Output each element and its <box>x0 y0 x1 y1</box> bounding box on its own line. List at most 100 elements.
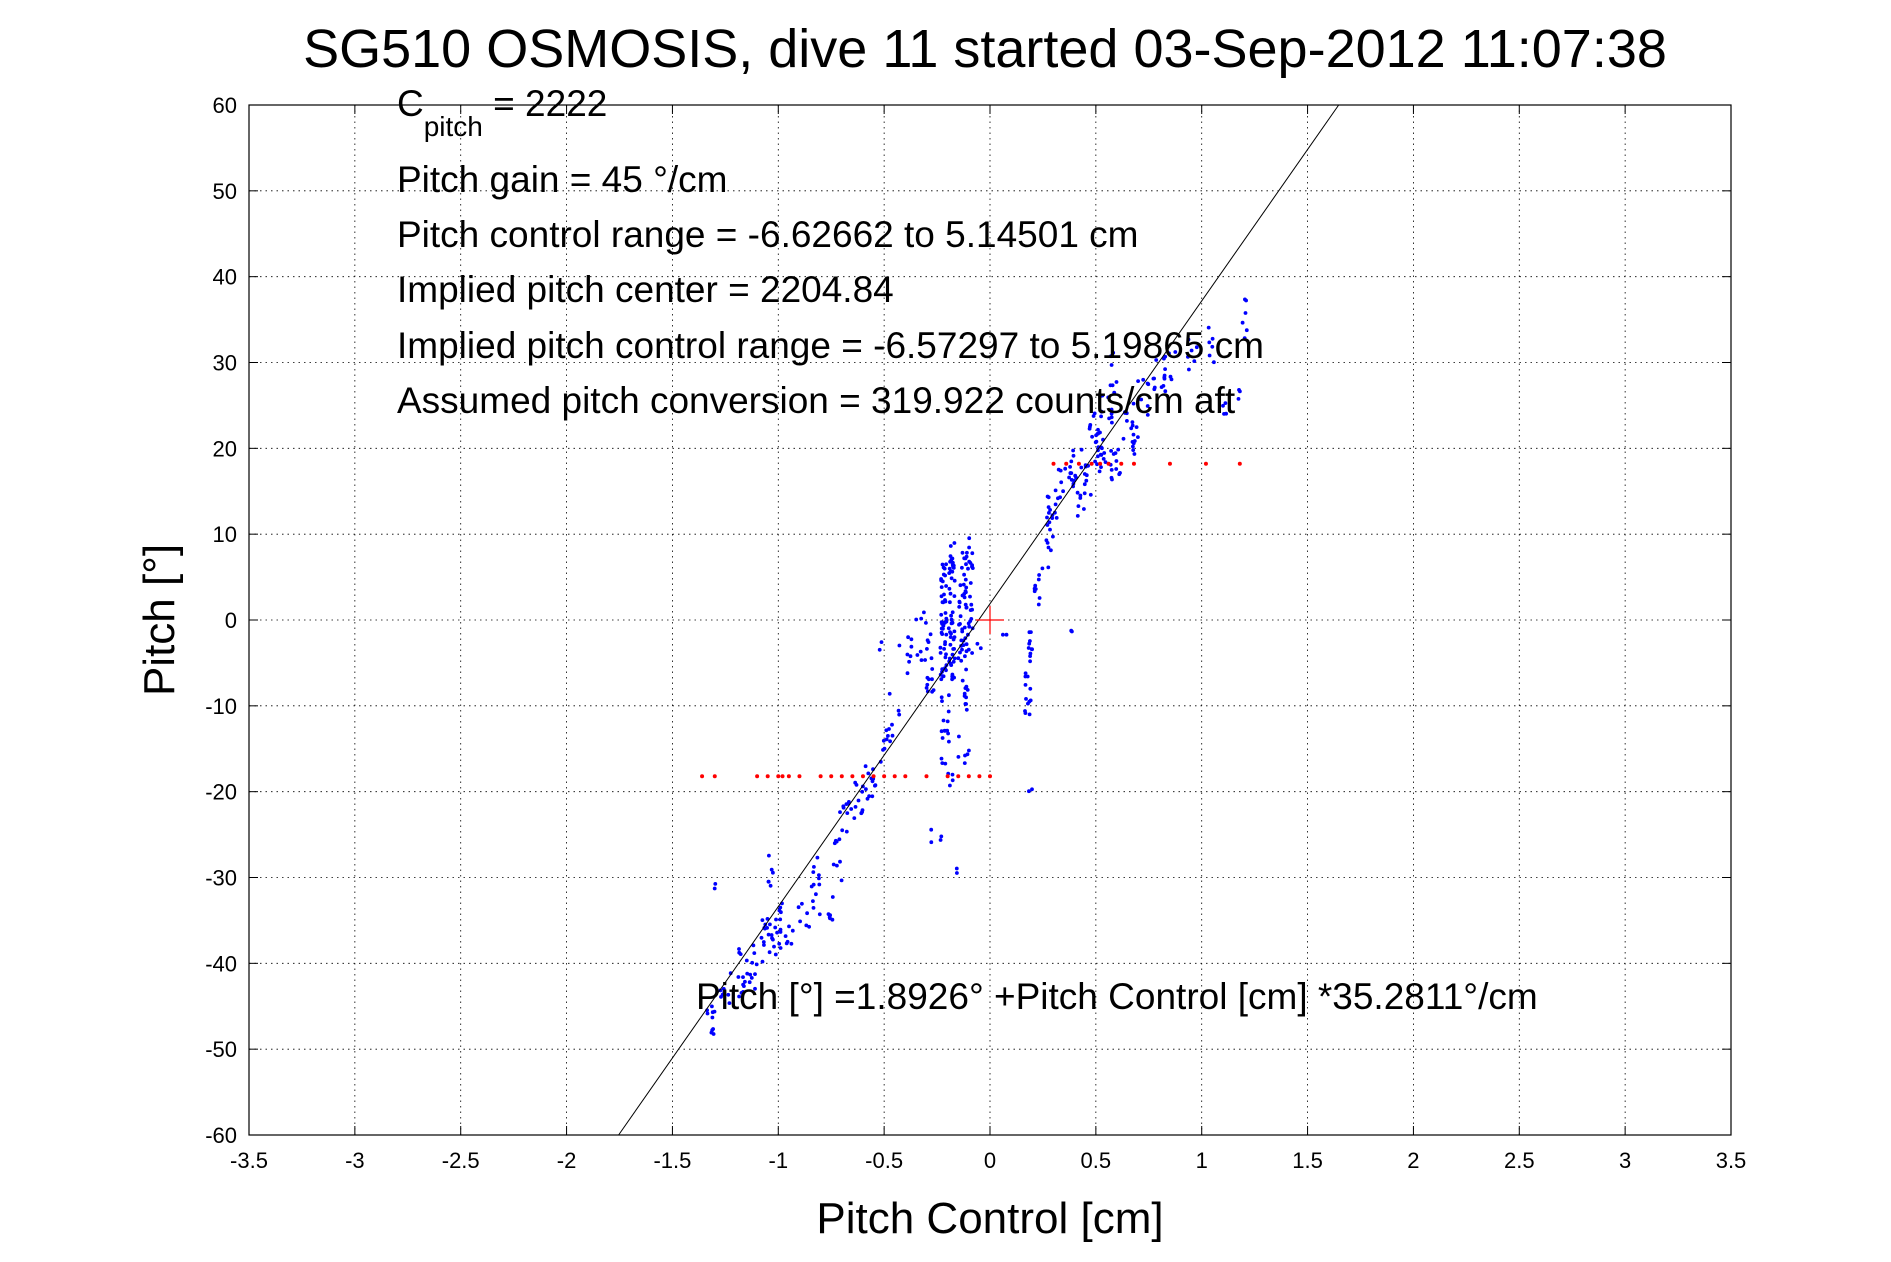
x-tick-label: -2 <box>557 1148 577 1173</box>
data-point-red <box>700 774 705 779</box>
data-point <box>975 641 980 646</box>
annotation-control-range: Pitch control range = -6.62662 to 5.1450… <box>397 214 1139 255</box>
y-tick-label: -40 <box>205 951 237 976</box>
data-point <box>959 638 964 643</box>
grid-lines <box>249 105 1731 1135</box>
data-point <box>958 622 962 626</box>
data-point <box>939 729 944 734</box>
data-point <box>882 746 887 751</box>
data-point <box>744 958 749 963</box>
data-point <box>962 691 967 696</box>
data-point <box>1116 447 1121 452</box>
data-point-red <box>818 774 823 779</box>
data-point <box>1079 447 1084 452</box>
data-point <box>939 695 944 700</box>
data-point <box>948 544 953 548</box>
data-point <box>789 941 794 946</box>
data-point <box>841 804 846 809</box>
x-tick-label: 1 <box>1196 1148 1208 1173</box>
data-point <box>1109 468 1114 472</box>
data-point <box>775 930 779 935</box>
data-point <box>1082 491 1087 496</box>
data-point <box>968 608 973 612</box>
data-point <box>957 734 961 739</box>
data-point <box>768 883 773 888</box>
data-point <box>946 709 951 714</box>
x-tick-label: 2 <box>1407 1148 1419 1173</box>
data-point <box>752 951 757 955</box>
data-point <box>939 612 944 617</box>
data-point <box>1243 311 1248 315</box>
data-point <box>945 719 950 724</box>
data-point <box>1109 475 1114 480</box>
data-point <box>1027 641 1032 646</box>
data-point <box>761 940 766 944</box>
data-point <box>1078 496 1083 500</box>
data-point <box>938 651 943 655</box>
data-point <box>844 829 849 834</box>
data-point <box>914 617 919 622</box>
data-point <box>1053 502 1058 507</box>
data-point <box>1151 376 1156 381</box>
data-point-red <box>1076 461 1081 466</box>
data-point <box>967 545 971 550</box>
data-point <box>1004 632 1009 637</box>
data-point <box>967 748 971 753</box>
x-tick-label: 0 <box>984 1148 996 1173</box>
data-point <box>1028 698 1033 703</box>
data-point <box>969 602 974 607</box>
data-point <box>750 960 755 965</box>
data-point <box>1125 419 1129 423</box>
data-point <box>811 870 816 874</box>
data-point <box>952 594 957 598</box>
data-point <box>1054 516 1059 520</box>
data-point <box>888 739 892 744</box>
data-point <box>1145 381 1150 386</box>
data-point <box>948 642 953 647</box>
data-point <box>939 677 944 682</box>
data-point <box>1109 354 1113 359</box>
data-point <box>1026 646 1031 650</box>
data-point <box>762 943 766 947</box>
data-point <box>705 1011 710 1016</box>
data-point <box>968 581 973 585</box>
data-point <box>1132 452 1137 456</box>
data-point <box>968 561 973 565</box>
data-point <box>811 899 815 903</box>
data-point <box>710 1015 715 1020</box>
data-point <box>751 943 756 948</box>
data-point-red <box>850 774 855 779</box>
annotation-implied-center: Implied pitch center = 2204.84 <box>397 269 894 310</box>
data-point-red <box>903 774 908 779</box>
data-point <box>919 616 924 621</box>
data-point <box>1029 630 1033 634</box>
data-point <box>965 550 969 555</box>
data-point <box>796 905 801 910</box>
data-point <box>784 941 789 946</box>
data-point <box>925 675 930 680</box>
data-point <box>1114 380 1119 384</box>
data-point <box>963 589 968 594</box>
data-point <box>817 912 822 917</box>
data-point <box>951 647 956 651</box>
data-point <box>930 667 935 671</box>
data-point <box>1152 385 1157 390</box>
data-point <box>838 810 842 814</box>
data-point <box>924 621 928 625</box>
data-point <box>1100 393 1105 398</box>
data-point <box>1046 545 1051 550</box>
data-point <box>964 642 969 647</box>
data-point <box>1061 489 1065 494</box>
x-tick-label: 1.5 <box>1292 1148 1323 1173</box>
data-point <box>1114 467 1119 471</box>
data-point <box>970 551 975 556</box>
data-point <box>1032 586 1037 591</box>
data-point <box>1145 413 1150 417</box>
data-point <box>748 972 753 977</box>
data-point <box>778 905 783 910</box>
data-point <box>1084 478 1089 483</box>
data-point <box>1121 436 1126 441</box>
data-point <box>1050 516 1055 520</box>
data-point <box>1024 697 1028 701</box>
data-point <box>1167 351 1171 356</box>
